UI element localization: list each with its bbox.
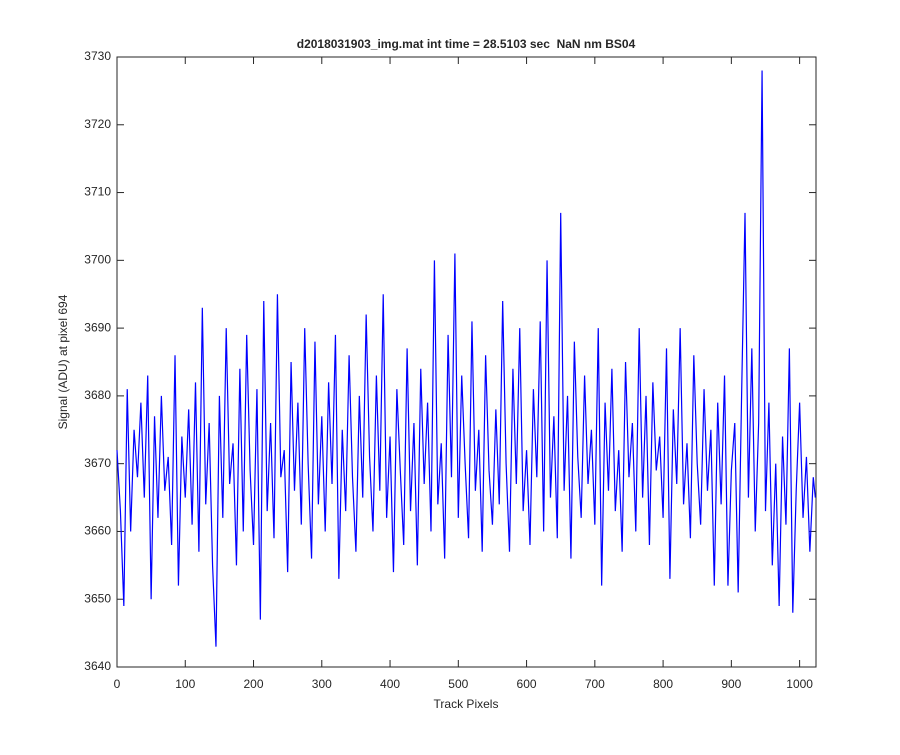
x-tick-label: 0: [114, 677, 121, 691]
y-tick-label: 3730: [84, 49, 111, 63]
y-tick-label: 3670: [84, 456, 111, 470]
x-tick-label: 800: [653, 677, 673, 691]
x-tick-label: 300: [312, 677, 332, 691]
x-axis-label: Track Pixels: [434, 697, 499, 711]
y-tick-label: 3710: [84, 185, 111, 199]
signal-line: [116, 70, 816, 647]
x-tick-label: 700: [585, 677, 605, 691]
y-tick-label: 3690: [84, 320, 111, 334]
y-axis-label: Signal (ADU) at pixel 694: [56, 294, 70, 429]
x-tick-label: 900: [721, 677, 741, 691]
x-tick-label: 500: [448, 677, 468, 691]
x-tick-label: 600: [517, 677, 537, 691]
y-tick-label: 3700: [84, 253, 111, 267]
y-tick-label: 3680: [84, 388, 111, 402]
y-tick-label: 3640: [84, 659, 111, 673]
x-tick-label: 100: [175, 677, 195, 691]
y-tick-label: 3650: [84, 591, 111, 605]
x-tick-label: 1000: [786, 677, 813, 691]
plot-box: [116, 56, 817, 668]
x-tick-label: 400: [380, 677, 400, 691]
chart-title: d2018031903_img.mat int time = 28.5103 s…: [297, 37, 636, 51]
y-tick-label: 3660: [84, 524, 111, 538]
y-tick-label: 3720: [84, 117, 111, 131]
x-tick-label: 200: [244, 677, 264, 691]
